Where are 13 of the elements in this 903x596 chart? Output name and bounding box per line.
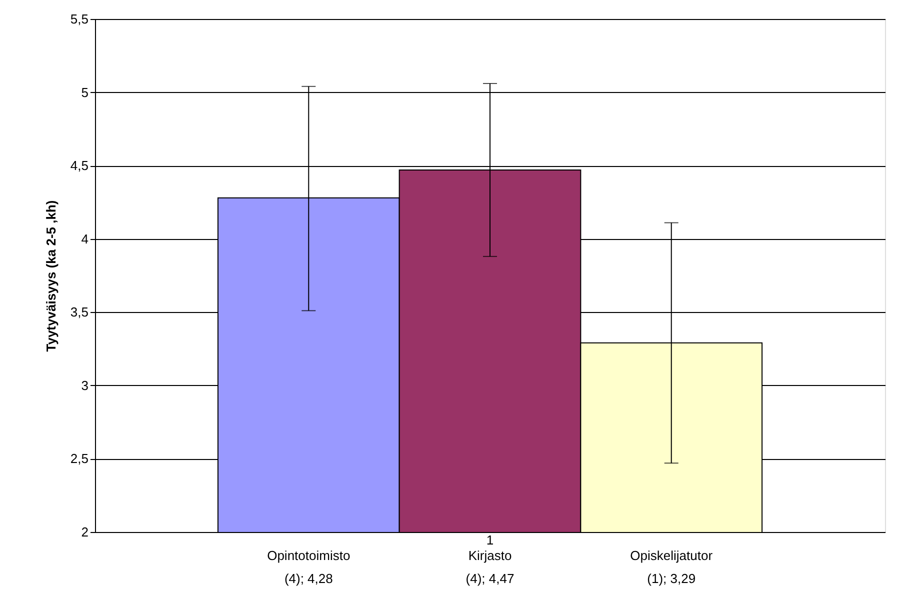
series-label: Opiskelijatutor (1); 3,29 (630, 548, 714, 586)
y-tick-label: 3 (81, 378, 88, 393)
y-tick-label: 5,5 (70, 12, 88, 26)
y-tick-label: 4 (81, 231, 88, 246)
y-tick-label: 2,5 (70, 451, 88, 466)
series-label: Kirjasto (4); 4,47 (466, 548, 514, 586)
y-tick-label: 4,5 (70, 158, 88, 174)
y-axis-title: Tyytyväisyys (ka 2-5 ,kh) (43, 200, 58, 352)
y-tick-label: 2 (81, 524, 88, 540)
y-tick-label: 5 (81, 84, 88, 100)
series-label: Opintotoimisto (4); 4,28 (267, 548, 350, 586)
x-tick-label: 1 (486, 532, 494, 548)
y-tick-label: 3,5 (70, 304, 88, 320)
